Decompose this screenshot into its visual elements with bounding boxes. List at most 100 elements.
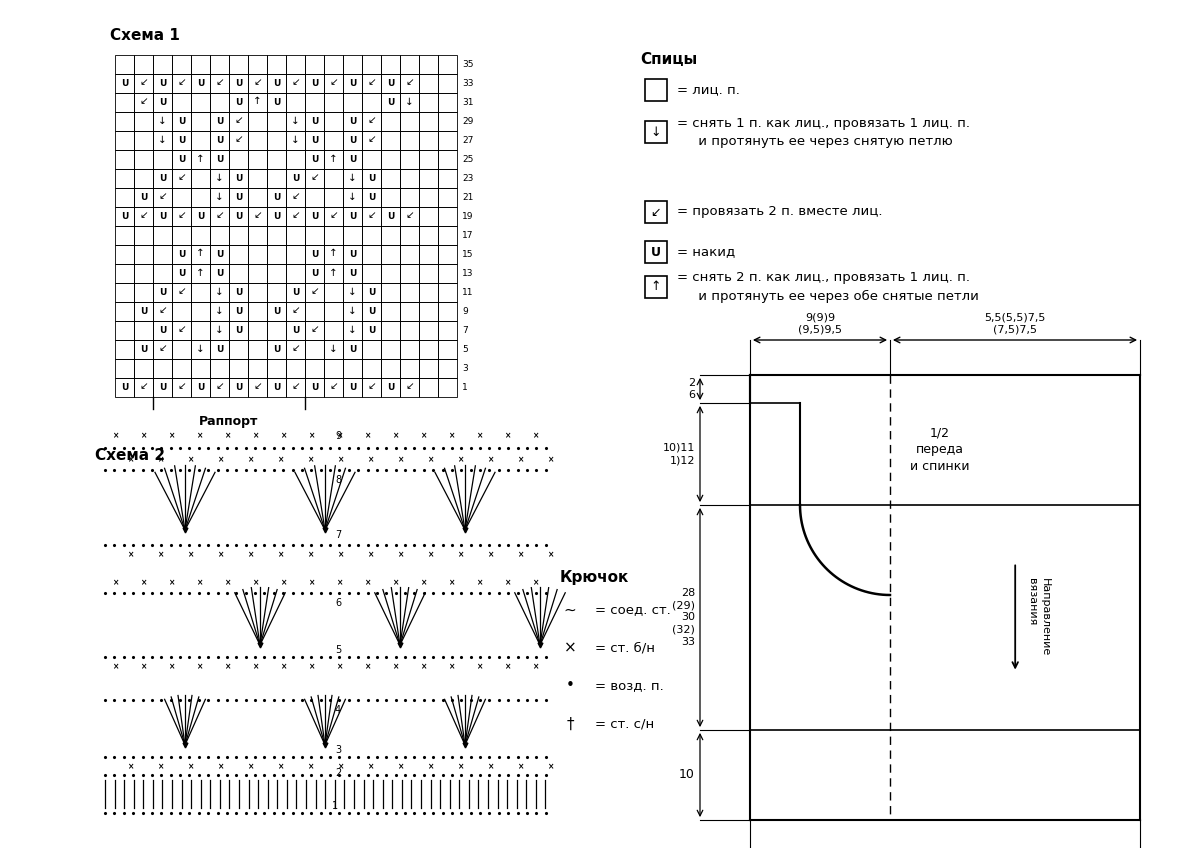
Text: ×: × bbox=[307, 762, 313, 772]
Bar bbox=[191, 207, 210, 226]
Text: 9: 9 bbox=[335, 431, 341, 441]
Text: 23: 23 bbox=[462, 174, 473, 183]
Bar bbox=[191, 188, 210, 207]
Bar bbox=[115, 207, 134, 226]
Text: U: U bbox=[216, 117, 223, 126]
Text: ×: × bbox=[487, 762, 493, 772]
Text: = провязать 2 п. вместе лиц.: = провязать 2 п. вместе лиц. bbox=[677, 205, 882, 219]
Bar bbox=[115, 245, 134, 264]
Text: ×: × bbox=[392, 432, 398, 440]
Bar bbox=[646, 276, 667, 298]
Bar bbox=[210, 321, 229, 340]
Text: ↙: ↙ bbox=[215, 382, 224, 392]
Bar bbox=[191, 340, 210, 359]
Text: ×: × bbox=[448, 432, 454, 440]
Bar bbox=[400, 321, 419, 340]
Text: U: U bbox=[158, 326, 166, 335]
Text: U: U bbox=[216, 155, 223, 164]
Bar bbox=[382, 226, 400, 245]
Text: ↓: ↓ bbox=[348, 172, 356, 182]
Bar bbox=[305, 245, 324, 264]
Text: 27: 27 bbox=[462, 136, 473, 145]
Text: U: U bbox=[272, 193, 280, 202]
Text: 9: 9 bbox=[462, 307, 468, 316]
Text: ↙: ↙ bbox=[650, 205, 661, 219]
Text: ↙: ↙ bbox=[367, 77, 376, 87]
Bar bbox=[191, 93, 210, 112]
Text: U: U bbox=[158, 98, 166, 107]
Bar bbox=[400, 264, 419, 283]
Text: ×: × bbox=[168, 432, 174, 440]
Text: U: U bbox=[272, 98, 280, 107]
Bar bbox=[324, 283, 343, 302]
Text: U: U bbox=[386, 79, 394, 88]
Text: ↓: ↓ bbox=[215, 325, 224, 334]
Text: U: U bbox=[368, 326, 376, 335]
Bar bbox=[305, 321, 324, 340]
Bar bbox=[115, 112, 134, 131]
Bar bbox=[172, 245, 191, 264]
Bar bbox=[438, 283, 457, 302]
Bar bbox=[419, 245, 438, 264]
Bar bbox=[115, 283, 134, 302]
Text: U: U bbox=[197, 79, 204, 88]
Text: ↙: ↙ bbox=[139, 97, 148, 107]
Bar bbox=[400, 169, 419, 188]
Bar bbox=[286, 321, 305, 340]
Bar bbox=[248, 74, 266, 93]
Bar bbox=[248, 359, 266, 378]
Bar bbox=[229, 188, 248, 207]
Bar bbox=[172, 264, 191, 283]
Bar bbox=[419, 302, 438, 321]
Text: ↙: ↙ bbox=[139, 382, 148, 392]
Bar bbox=[286, 283, 305, 302]
Text: ↙: ↙ bbox=[234, 115, 242, 126]
Text: U: U bbox=[158, 288, 166, 297]
Bar bbox=[419, 207, 438, 226]
Text: ×: × bbox=[140, 432, 146, 440]
Bar bbox=[362, 321, 382, 340]
Bar bbox=[266, 112, 286, 131]
Bar bbox=[229, 93, 248, 112]
Text: ×: × bbox=[337, 762, 343, 772]
Text: ×: × bbox=[308, 662, 314, 672]
Bar bbox=[134, 112, 154, 131]
Bar bbox=[382, 131, 400, 150]
Text: U: U bbox=[272, 212, 280, 221]
Text: U: U bbox=[178, 155, 185, 164]
Text: ×: × bbox=[364, 662, 370, 672]
Bar bbox=[191, 74, 210, 93]
Text: ×: × bbox=[224, 662, 230, 672]
Bar bbox=[191, 245, 210, 264]
Bar bbox=[362, 112, 382, 131]
Bar bbox=[305, 378, 324, 397]
Bar bbox=[382, 74, 400, 93]
Text: •: • bbox=[565, 678, 575, 694]
Bar bbox=[438, 188, 457, 207]
Bar bbox=[191, 283, 210, 302]
Bar bbox=[134, 340, 154, 359]
Text: ×: × bbox=[280, 432, 286, 440]
Bar bbox=[115, 74, 134, 93]
Bar bbox=[210, 169, 229, 188]
Text: ↙: ↙ bbox=[178, 210, 186, 220]
Text: ↙: ↙ bbox=[406, 77, 414, 87]
Text: ×: × bbox=[487, 550, 493, 560]
Text: U: U bbox=[235, 193, 242, 202]
Bar bbox=[324, 169, 343, 188]
Text: ×: × bbox=[448, 662, 454, 672]
Bar bbox=[210, 340, 229, 359]
Bar bbox=[305, 340, 324, 359]
Bar bbox=[286, 112, 305, 131]
Text: ↑: ↑ bbox=[253, 97, 262, 107]
Bar bbox=[266, 378, 286, 397]
Bar bbox=[266, 207, 286, 226]
Text: ↙: ↙ bbox=[215, 210, 224, 220]
Text: 35: 35 bbox=[462, 60, 474, 69]
Bar bbox=[343, 226, 362, 245]
Text: U: U bbox=[386, 212, 394, 221]
Bar bbox=[266, 74, 286, 93]
Bar bbox=[191, 131, 210, 150]
Text: ↑: ↑ bbox=[329, 153, 338, 164]
Text: ×: × bbox=[367, 762, 373, 772]
